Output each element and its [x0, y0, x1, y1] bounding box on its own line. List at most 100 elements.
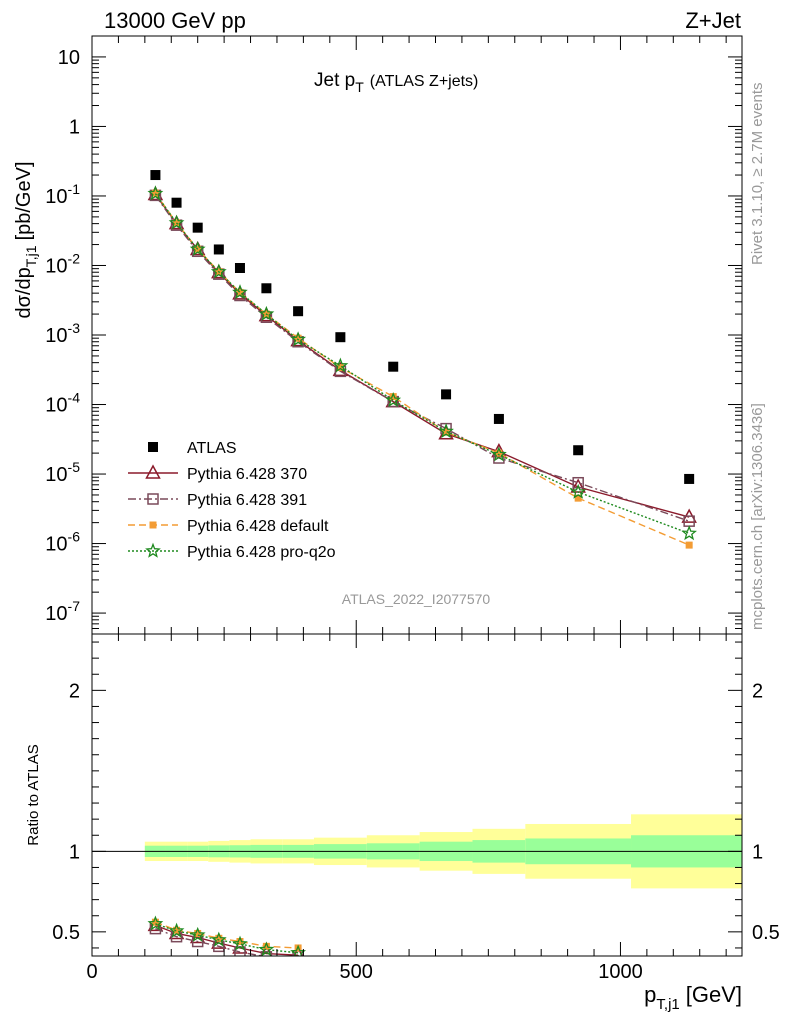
ratio-y-tick-label-right: 0.5	[752, 922, 780, 944]
main-data-point	[290, 331, 307, 347]
main-data-point	[234, 262, 245, 273]
main-y-tick-label-exponent: -2	[68, 250, 81, 266]
main-data-point	[438, 423, 454, 439]
legend-label: Pythia 6.428 pro-q2o	[187, 544, 336, 561]
main-data-point	[147, 185, 164, 201]
x-axis-label: pT,j1 [GeV]	[644, 982, 742, 1013]
main-y-tick-label-mantissa: 10	[45, 186, 67, 208]
ratio-data-point	[215, 934, 223, 942]
main-data-point	[151, 189, 159, 197]
main-y-tick-label: 10-7	[45, 598, 80, 625]
ratio-data-point	[147, 915, 164, 931]
main-y-tick-label-exponent: -7	[68, 598, 81, 614]
ratio-series-line	[155, 923, 299, 954]
ratio-data-point	[189, 926, 206, 942]
main-data-point	[490, 446, 507, 462]
main-data-point	[294, 334, 302, 342]
ratio-y-tick-label-right: 1	[752, 841, 763, 863]
x-tick-label: 1000	[598, 961, 643, 983]
mcplots-side-label: mcplots.cern.ch [arXiv:1306.3436]	[749, 403, 766, 630]
main-data-point	[236, 288, 244, 296]
legend-marker	[148, 442, 158, 452]
x-axis-label-main: p	[644, 982, 656, 1007]
legend-marker	[147, 493, 159, 505]
ratio-y-tick-label: 1	[69, 841, 80, 863]
main-data-point	[389, 393, 397, 401]
main-data-point	[388, 361, 399, 372]
legend-label: Pythia 6.428 391	[187, 492, 307, 509]
main-y-axis-label: dσ/dpT,j1 [pb/GeV]	[13, 161, 39, 318]
main-title-sub: T	[355, 79, 364, 95]
ratio-data-point	[236, 938, 244, 946]
main-data-point	[210, 263, 227, 279]
main-data-point	[385, 392, 402, 408]
main-y-tick-label-exponent: -6	[68, 529, 81, 545]
legend-label: ATLAS	[187, 440, 237, 457]
main-y-tick-label: 10-2	[45, 250, 80, 277]
legend-label: Pythia 6.428 370	[187, 466, 307, 483]
ratio-series-line	[155, 927, 299, 956]
ratio-data-point	[168, 922, 185, 938]
ratio-data-point	[232, 935, 248, 951]
ratio-panel: 0.5 0.5 1 1 2 2 0 500 1000 Ratio to ATLAS pT,j1…	[25, 633, 780, 1013]
ratio-panel-frame	[91, 633, 743, 957]
main-data-point	[213, 244, 224, 255]
analysis-id-label: ATLAS_2022_I2077570	[342, 591, 491, 607]
main-y-tick-label-mantissa: 1	[69, 116, 80, 138]
main-data-point	[685, 541, 693, 549]
main-y-tick-label-mantissa: 10	[45, 395, 67, 417]
main-y-axis-label-main: dσ/dp	[13, 267, 35, 318]
main-data-point	[232, 284, 248, 300]
ratio-data-layer	[147, 915, 307, 956]
main-data-point	[332, 357, 349, 373]
x-tick-label: 0	[86, 961, 97, 983]
x-tick-labels: 0 500 1000	[86, 961, 642, 983]
ratio-data-point	[258, 941, 275, 956]
main-y-tick-label: 10-5	[45, 459, 80, 486]
rivet-side-label: Rivet 3.1.10, ≥ 2.7M events	[749, 83, 766, 266]
ratio-y-axis-label: Ratio to ATLAS	[25, 744, 42, 845]
legend-marker	[145, 542, 161, 558]
main-data-point	[684, 473, 695, 484]
main-axis-ticks	[91, 35, 742, 635]
ratio-y-tick-label-right: 2	[752, 680, 763, 702]
main-y-tick-label: 10-6	[45, 529, 80, 556]
main-y-axis-label-unit: [pb/GeV]	[13, 161, 35, 240]
main-y-tick-label: 10	[58, 47, 80, 69]
main-data-point	[574, 494, 582, 502]
x-axis-label-unit: [GeV]	[686, 982, 742, 1007]
main-data-point	[493, 413, 504, 424]
main-y-axis-label-sub: T,j1	[23, 245, 39, 267]
ratio-data-point	[210, 931, 227, 947]
main-data-point	[572, 476, 584, 489]
main-data-point	[150, 170, 161, 181]
main-series-line	[154, 193, 690, 535]
main-data-point	[495, 449, 503, 457]
legend-marker	[145, 464, 161, 479]
main-y-tick-label-mantissa: 10	[45, 255, 67, 277]
main-y-tick-label-exponent: -3	[68, 320, 81, 336]
main-data-point	[168, 214, 185, 230]
main-data-point	[293, 306, 304, 317]
main-y-tick-label-mantissa: 10	[45, 534, 67, 556]
main-y-tick-label-exponent: -5	[68, 459, 81, 475]
main-y-tick-label-mantissa: 10	[45, 325, 67, 347]
ratio-data-point	[173, 926, 181, 934]
main-data-point	[258, 305, 275, 321]
main-y-tick-label: 10-3	[45, 320, 80, 347]
x-axis-label-sub: T,j1	[656, 996, 679, 1013]
main-data-point	[192, 222, 203, 233]
ratio-data-point	[194, 929, 202, 937]
main-y-tick-label: 10-1	[45, 181, 80, 208]
ratio-axis-ticks	[91, 634, 742, 956]
ratio-y-tick-label: 2	[69, 680, 80, 702]
main-y-tick-label-exponent: -1	[68, 181, 81, 197]
ratio-data-point	[151, 918, 159, 926]
main-y-tick-label: 10-4	[45, 390, 80, 417]
main-data-point	[336, 364, 344, 372]
ratio-y-tick-label: 0.5	[52, 922, 80, 944]
main-title-suffix: (ATLAS Z+jets)	[370, 73, 479, 90]
main-data-point	[681, 525, 697, 541]
